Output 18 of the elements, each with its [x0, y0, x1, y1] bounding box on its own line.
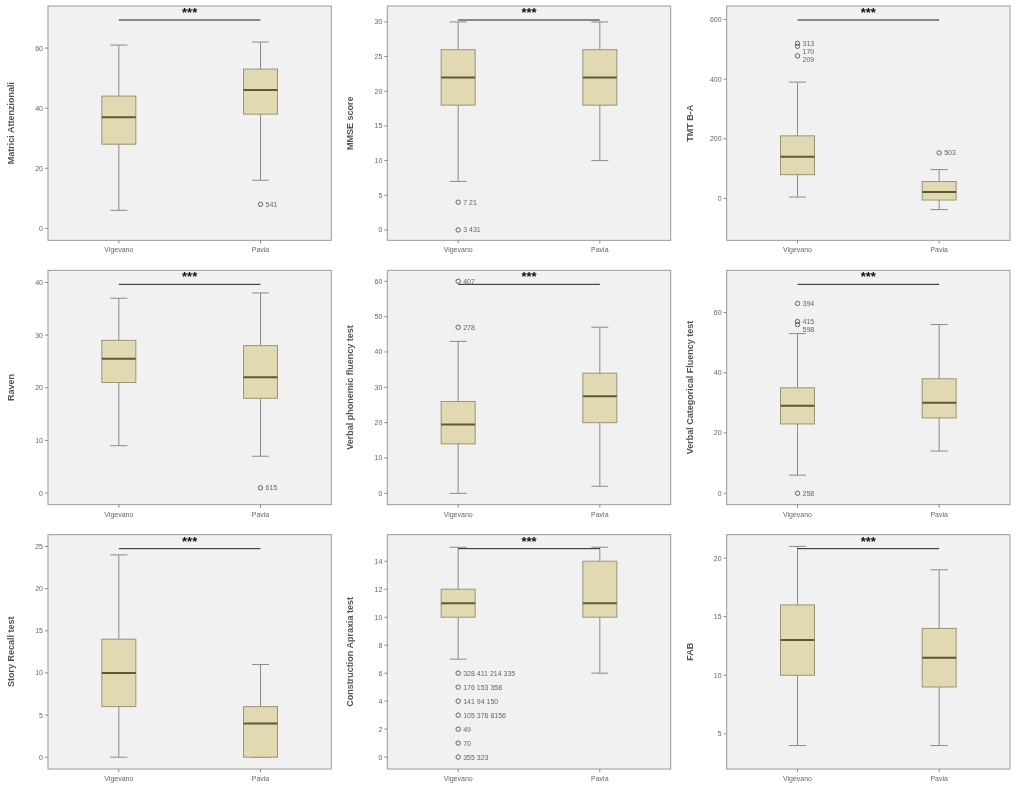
annotation: *** [860, 533, 877, 549]
y-axis-title: TMT B-A [684, 104, 695, 142]
y-axis-title: Matrici Attenzionali [6, 82, 16, 165]
annotation: *** [182, 533, 199, 549]
annotation: *** [860, 269, 877, 285]
y-axis-title: Raven [6, 373, 16, 402]
annotation: *** [860, 5, 877, 20]
annotation: *** [521, 5, 538, 20]
annotation: *** [521, 269, 538, 285]
y-axis-title: Verbal Categorical Fluency test [684, 320, 695, 455]
annotation: *** [182, 269, 199, 285]
y-axis-title: Story Recall test [6, 616, 16, 688]
y-axis-title: Construction Apraxia test [345, 596, 356, 707]
y-axis-title: FAB [684, 642, 695, 661]
annotation: *** [182, 5, 199, 20]
annotation: *** [521, 533, 538, 549]
y-axis-title: Verbal phonemic fluency test [345, 325, 356, 450]
y-axis-title: MMSE score [345, 96, 356, 150]
